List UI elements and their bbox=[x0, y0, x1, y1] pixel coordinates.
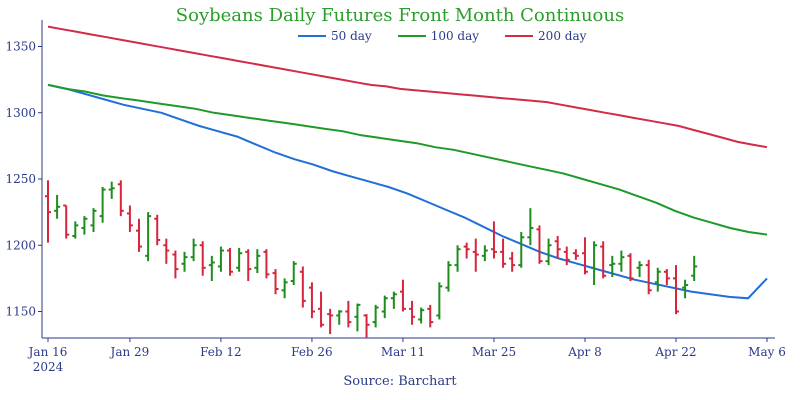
chart-title: Soybeans Daily Futures Front Month Conti… bbox=[175, 5, 625, 26]
x-tick-label: Apr 8 bbox=[567, 345, 602, 359]
x-tick-label: Apr 22 bbox=[654, 345, 696, 359]
series-line-50-day bbox=[47, 83, 768, 300]
legend-label-200-day: 200 day bbox=[538, 29, 587, 43]
x-tick-label: Mar 25 bbox=[472, 345, 516, 359]
legend-swatch-200-day bbox=[505, 35, 534, 37]
y-tick-label: 1300 bbox=[5, 106, 36, 120]
legend-label-100-day: 100 day bbox=[430, 29, 480, 43]
y-tick-label: 1200 bbox=[5, 238, 36, 252]
legend-item-200-day: 200 day bbox=[505, 29, 586, 43]
y-tick-label: 1350 bbox=[5, 40, 36, 54]
source-note: Source: Barchart bbox=[343, 374, 457, 389]
y-tick-label: 1250 bbox=[5, 172, 36, 186]
legend-swatch-50-day bbox=[298, 35, 326, 37]
legend-item-100-day: 100 day bbox=[397, 29, 480, 43]
legend: 50 day 100 day 200 day bbox=[298, 29, 586, 43]
x-tick-label: Feb 26 bbox=[291, 345, 333, 359]
x-tick-label: Feb 12 bbox=[200, 345, 242, 359]
x-tick-label: Mar 11 bbox=[381, 345, 425, 359]
x-tick-sublabel: 2024 bbox=[33, 360, 64, 374]
x-tick-label: Jan 16 bbox=[27, 345, 68, 359]
series-line-100-day bbox=[47, 83, 768, 236]
x-tick-label: May 6 bbox=[748, 345, 786, 359]
legend-item-50-day: 50 day bbox=[298, 29, 372, 43]
legend-swatch-100-day bbox=[397, 35, 426, 37]
x-tick-label: Jan 29 bbox=[109, 345, 150, 359]
legend-label-50-day: 50 day bbox=[331, 29, 372, 43]
series-line-200-day bbox=[47, 25, 768, 149]
y-tick-label: 1150 bbox=[5, 305, 36, 319]
